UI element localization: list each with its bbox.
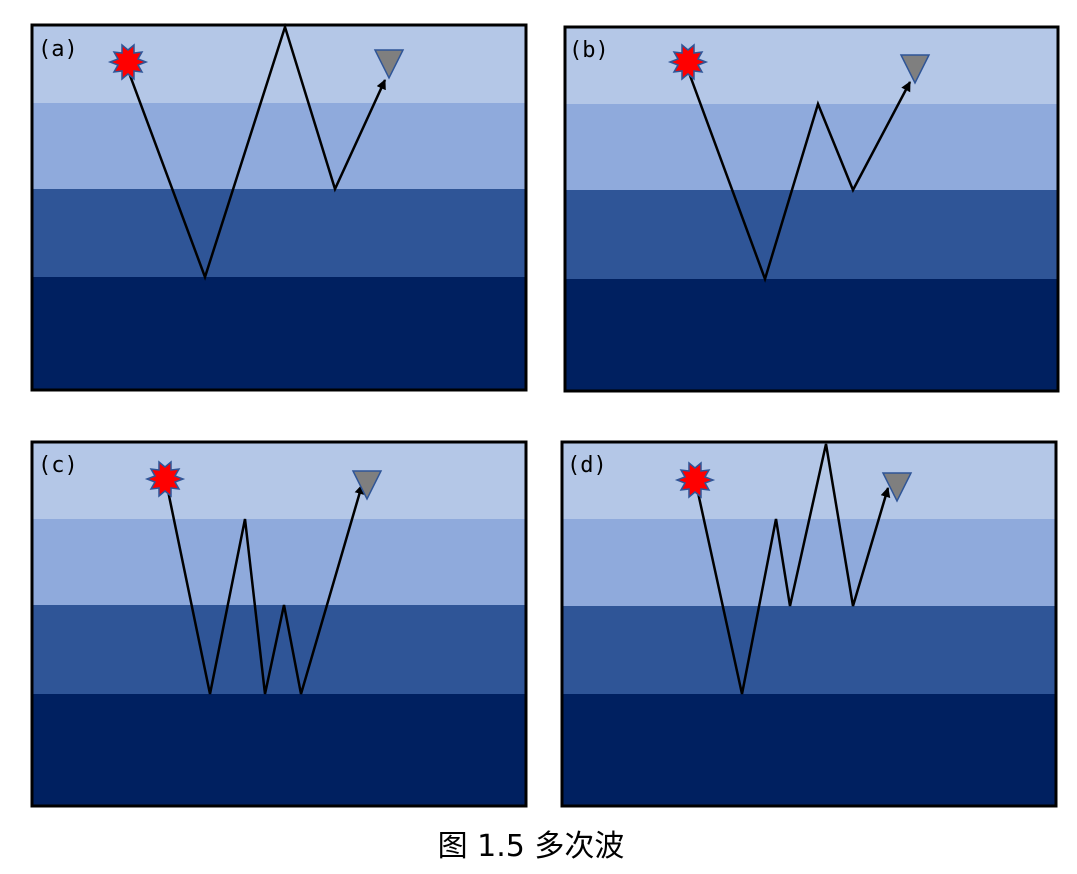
panel-label: (c) (38, 453, 78, 478)
receiver-triangle-icon (351, 470, 383, 501)
panel-a: (a) (30, 22, 528, 392)
ray-path (126, 22, 387, 281)
panel-frame (560, 440, 1058, 808)
layer-1 (565, 27, 1058, 104)
panel-label: (d) (567, 453, 607, 478)
layer-2 (562, 519, 1056, 606)
layer-3 (32, 189, 526, 277)
panel-frame (30, 440, 528, 808)
layer-1 (32, 442, 526, 519)
source-star-icon (144, 460, 186, 498)
panel-frame (563, 25, 1060, 393)
panel-b: (b) (563, 25, 1060, 393)
layer-4 (32, 277, 526, 390)
layer-3 (565, 190, 1058, 279)
ray-path (686, 69, 912, 283)
layer-4 (565, 279, 1058, 391)
panel-frame (30, 23, 528, 392)
panel-c: (c) (30, 440, 528, 808)
source-star-icon (107, 43, 149, 81)
receiver-triangle-icon (899, 54, 931, 85)
layer-2 (565, 104, 1058, 190)
layer-2 (32, 103, 526, 189)
layer-4 (32, 694, 526, 806)
panel-label: (b) (569, 38, 609, 63)
layer-3 (562, 606, 1056, 694)
layer-1 (32, 25, 526, 103)
layer-4 (562, 694, 1056, 806)
layer-2 (32, 519, 526, 605)
layer-3 (32, 605, 526, 694)
panel-label: (a) (38, 37, 78, 62)
receiver-triangle-icon (373, 49, 405, 80)
layer-1 (562, 442, 1056, 519)
receiver-triangle-icon (881, 472, 913, 503)
ray-path (165, 484, 365, 695)
figure-caption: 图 1.5 多次波 (438, 829, 625, 864)
source-star-icon (667, 43, 709, 81)
ray-path (695, 443, 891, 695)
panel-d: (d) (560, 440, 1058, 808)
source-star-icon (674, 461, 716, 499)
